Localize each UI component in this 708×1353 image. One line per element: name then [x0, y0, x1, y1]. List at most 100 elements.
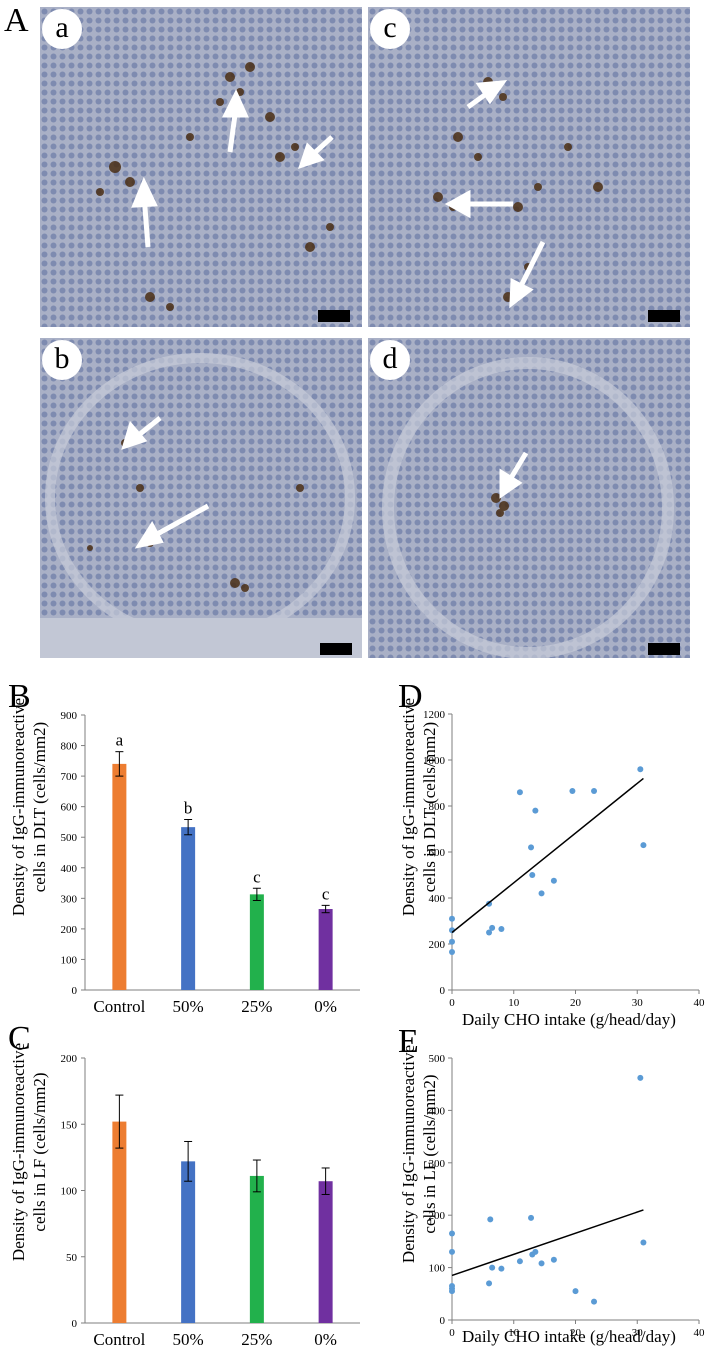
chart-d-trendline [451, 777, 644, 934]
chart-d-data-point [637, 766, 644, 773]
chart-e-data-point [498, 1265, 505, 1272]
chart-e-xlabel: Daily CHO intake (g/head/day) [462, 1327, 676, 1346]
chart-b-ytick-label: 100 [61, 954, 78, 966]
chart-d-data-point [532, 807, 539, 814]
chart-d-data-point [449, 915, 455, 922]
chart-b-category-label: Control [93, 997, 145, 1016]
chart-b-ytick-label: 700 [61, 771, 78, 783]
chart-e-data-point [487, 1216, 494, 1223]
micrograph-b-image [40, 338, 362, 658]
chart-d-data-point [538, 890, 545, 897]
chart-d-ytick-label: 0 [440, 985, 446, 997]
chart-b-category-label: 0% [314, 997, 337, 1016]
chart-d-xlabel: Daily CHO intake (g/head/day) [462, 1010, 676, 1029]
chart-b-ytick-label: 800 [61, 741, 78, 753]
chart-c-ylabel-line1: Density of IgG-immunoreactive [9, 1042, 28, 1262]
chart-e-data-point [591, 1298, 598, 1305]
chart-e-data-point [486, 1280, 493, 1287]
chart-c-category-label: 50% [173, 1330, 204, 1349]
micrograph-label-d: d [370, 340, 410, 380]
chart-e-data-point [637, 1074, 644, 1081]
micrograph-label-b: b [42, 340, 82, 380]
chart-e-ytick-label: 0 [440, 1315, 446, 1327]
chart-c-ytick-label: 0 [72, 1318, 78, 1330]
chart-b-ytick-label: 500 [61, 832, 78, 844]
chart-b-significance-letter: a [116, 731, 124, 750]
panel-letter-e-upper: E [398, 1023, 419, 1060]
chart-b: 0 100 200 300 400 500 600 700 800 900 a Control b 50%… [61, 710, 360, 1016]
micrograph-c-image [368, 7, 690, 327]
chart-e-xtick-label: 20 [570, 1327, 582, 1339]
chart-d-data-point [449, 949, 455, 956]
chart-d-xtick-label: 10 [508, 997, 520, 1009]
chart-e-data-point [640, 1239, 647, 1246]
chart-e-trendline [451, 1209, 644, 1277]
panel-letter-d-upper: D [398, 678, 423, 715]
chart-d-ytick-label: 200 [429, 939, 446, 951]
chart-d-data-point [498, 926, 505, 933]
chart-d-data-point [528, 844, 535, 851]
chart-b-ytick-label: 600 [61, 802, 78, 814]
chart-d-xtick-label: 0 [449, 997, 455, 1009]
chart-e-xtick-label: 30 [632, 1327, 644, 1339]
chart-e-ytick-label: 400 [429, 1105, 446, 1117]
chart-b-significance-letter: c [322, 884, 330, 903]
chart-d-data-point [486, 929, 493, 936]
chart-e-data-point [449, 1282, 455, 1289]
chart-b-ylabel-line1: Density of IgG-immunoreactive [9, 697, 28, 917]
chart-b-ytick-label: 200 [61, 924, 78, 936]
chart-b-bar [181, 827, 196, 990]
scale-bar-d [648, 643, 680, 655]
chart-b-bar [318, 909, 333, 990]
chart-e-ytick-label: 500 [429, 1053, 446, 1065]
micrograph-c: c [368, 7, 690, 327]
micrograph-d: d [368, 338, 690, 658]
chart-d-ytick-label: 600 [429, 847, 446, 859]
chart-e-ytick-label: 200 [429, 1210, 446, 1222]
panel-letter-c-upper: C [8, 1020, 31, 1057]
chart-d-data-point [550, 877, 557, 884]
chart-e-data-point [538, 1260, 545, 1267]
chart-e-ytick-label: 100 [429, 1263, 446, 1275]
chart-e-xtick-label: 10 [508, 1327, 520, 1339]
chart-c-ytick-label: 150 [61, 1119, 78, 1131]
chart-d-data-point [569, 788, 576, 795]
chart-b-bar [249, 894, 264, 990]
chart-d-ytick-label: 1000 [423, 755, 446, 767]
chart-e: 0 100 200 300 400 500 0 10 20 30 40 [429, 1053, 706, 1339]
chart-d: 0 200 400 600 800 1000 1200 0 10 20 30 40 [423, 709, 706, 1009]
chart-c-bar [318, 1181, 333, 1323]
chart-b-category-label: 25% [241, 997, 272, 1016]
chart-c-bar [181, 1161, 196, 1323]
chart-e-xtick-label: 40 [694, 1327, 706, 1339]
chart-b-ytick-label: 400 [61, 863, 78, 875]
chart-b-ytick-label: 300 [61, 893, 78, 905]
chart-e-data-point [516, 1258, 523, 1265]
chart-c-ytick-label: 100 [61, 1186, 78, 1198]
chart-c: 0 50 100 150 200 Control 50% 25% 0% [61, 1053, 360, 1349]
micrograph-label-c: c [370, 9, 410, 49]
chart-c-ytick-label: 200 [61, 1053, 78, 1065]
chart-c-category-label: 0% [314, 1330, 337, 1349]
chart-d-data-point [640, 842, 647, 849]
scale-bar-c [648, 310, 680, 322]
panel-letter-b-upper: B [8, 678, 31, 715]
chart-d-xtick-label: 40 [694, 997, 706, 1009]
scale-bar-a [318, 310, 350, 322]
chart-c-bar [249, 1175, 264, 1323]
chart-d-data-point [489, 924, 496, 931]
chart-c-category-label: 25% [241, 1330, 272, 1349]
chart-b-significance-letter: c [253, 867, 261, 886]
panel-letter-a-upper: A [4, 2, 29, 39]
chart-d-data-point [516, 789, 523, 796]
micrograph-b: b [40, 338, 362, 658]
chart-e-data-point [550, 1256, 557, 1263]
chart-c-ytick-label: 50 [66, 1252, 78, 1264]
chart-d-ytick-label: 400 [429, 893, 446, 905]
chart-e-xtick-label: 0 [449, 1327, 455, 1339]
chart-e-data-point [532, 1248, 539, 1255]
chart-c-category-label: Control [93, 1330, 145, 1349]
chart-e-data-point [572, 1288, 579, 1295]
chart-d-ytick-label: 1200 [423, 709, 446, 721]
chart-e-data-point [489, 1264, 496, 1271]
